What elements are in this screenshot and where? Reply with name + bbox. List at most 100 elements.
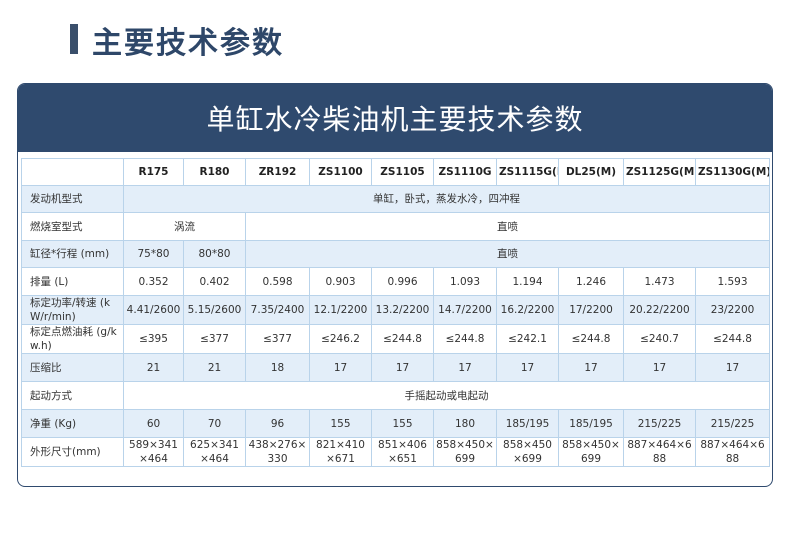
header-cell: R175: [123, 158, 184, 186]
table-cell: 17: [371, 353, 434, 382]
table-cell: 185/195: [496, 409, 559, 438]
table-cell: 155: [371, 409, 434, 438]
header-cell: ZS1130G(M): [695, 158, 770, 186]
table-cell: 17: [309, 353, 372, 382]
table-cell: ≤242.1: [496, 324, 559, 354]
row-label: 燃烧室型式: [21, 212, 124, 241]
row-label: 净重 (Kg): [21, 409, 124, 438]
table-cell: ≤246.2: [309, 324, 372, 354]
table-cell: ≤377: [245, 324, 310, 354]
header-cell: R180: [183, 158, 246, 186]
table-row-dimensions: 外形尺寸(mm) 589×341×464 625×341×464 438×276…: [21, 437, 770, 467]
table-cell: 215/225: [623, 409, 696, 438]
table-cell: 17: [496, 353, 559, 382]
table-cell: 14.7/2200: [433, 295, 497, 325]
header-cell: ZS1125G(M): [623, 158, 696, 186]
table-cell: 60: [123, 409, 184, 438]
table-cell: 17: [558, 353, 624, 382]
table-cell: 17: [433, 353, 497, 382]
table-row-combustion: 燃烧室型式 涡流 直喷: [21, 212, 770, 241]
table-cell: 直喷: [245, 212, 770, 241]
table-header-row: R175 R180 ZR192 ZS1100 ZS1105 ZS1110G ZS…: [21, 158, 770, 186]
table-cell: 16.2/2200: [496, 295, 559, 325]
table-cell: 18: [245, 353, 310, 382]
table-cell: 887×464×688: [623, 437, 696, 467]
table-cell: 0.598: [245, 267, 310, 296]
row-label: 排量 (L): [21, 267, 124, 296]
table-row-power: 标定功率/转速 (kW/r/min) 4.41/2600 5.15/2600 7…: [21, 295, 770, 325]
table-cell: 1.093: [433, 267, 497, 296]
table-row-fuel-consumption: 标定点燃油耗 (g/kw.h) ≤395 ≤377 ≤377 ≤246.2 ≤2…: [21, 324, 770, 354]
table-cell: 23/2200: [695, 295, 770, 325]
table-row-weight: 净重 (Kg) 60 70 96 155 155 180 185/195 185…: [21, 409, 770, 438]
row-label: 起动方式: [21, 381, 124, 410]
row-label: 发动机型式: [21, 185, 124, 213]
table-cell: 0.402: [183, 267, 246, 296]
table-cell: 4.41/2600: [123, 295, 184, 325]
table-cell: 1.194: [496, 267, 559, 296]
header-cell: ZR192: [245, 158, 310, 186]
table-cell: 858×450×699: [433, 437, 497, 467]
page-title: 主要技术参数: [92, 26, 284, 61]
header-cell: ZS1115G(M): [496, 158, 559, 186]
panel-title: 单缸水冷柴油机主要技术参数: [18, 84, 772, 152]
table-cell: 70: [183, 409, 246, 438]
table-cell: 155: [309, 409, 372, 438]
title-accent-bar: [70, 24, 78, 54]
table-row-start-method: 起动方式 手摇起动或电起动: [21, 381, 770, 410]
table-cell: 21: [123, 353, 184, 382]
table-cell: 5.15/2600: [183, 295, 246, 325]
row-label: 标定功率/转速 (kW/r/min): [21, 295, 124, 325]
table-cell: 17: [623, 353, 696, 382]
table-cell: 0.996: [371, 267, 434, 296]
row-label: 外形尺寸(mm): [21, 437, 124, 467]
header-cell: ZS1105: [371, 158, 434, 186]
table-row-compression: 压缩比 21 21 18 17 17 17 17 17 17 17: [21, 353, 770, 382]
table-cell: ≤244.8: [433, 324, 497, 354]
table-cell: 1.473: [623, 267, 696, 296]
spec-table: R175 R180 ZR192 ZS1100 ZS1105 ZS1110G ZS…: [21, 158, 770, 467]
table-cell: ≤377: [183, 324, 246, 354]
header-cell: DL25(M): [558, 158, 624, 186]
table-cell: 438×276×330: [245, 437, 310, 467]
table-row-bore-stroke: 缸径*行程 (mm) 75*80 80*80 直喷: [21, 240, 770, 268]
table-cell: 858×450×699: [496, 437, 559, 467]
table-cell: 185/195: [558, 409, 624, 438]
table-cell: 17: [695, 353, 770, 382]
table-cell: ≤244.8: [558, 324, 624, 354]
table-cell: 1.246: [558, 267, 624, 296]
table-row-displacement: 排量 (L) 0.352 0.402 0.598 0.903 0.996 1.0…: [21, 267, 770, 296]
table-cell: 13.2/2200: [371, 295, 434, 325]
table-cell: 887×464×688: [695, 437, 770, 467]
table-cell: 12.1/2200: [309, 295, 372, 325]
table-cell: ≤244.8: [371, 324, 434, 354]
header-cell: [21, 158, 124, 186]
spec-panel: 单缸水冷柴油机主要技术参数 R175 R180 ZR192 ZS1100 ZS1…: [17, 83, 773, 487]
table-cell: 215/225: [695, 409, 770, 438]
table-cell: 手摇起动或电起动: [123, 381, 770, 410]
table-cell: 0.352: [123, 267, 184, 296]
table-cell: 0.903: [309, 267, 372, 296]
table-cell: 直喷: [245, 240, 770, 268]
table-cell: 单缸，卧式，蒸发水冷，四冲程: [123, 185, 770, 213]
row-label: 压缩比: [21, 353, 124, 382]
table-cell: 75*80: [123, 240, 184, 268]
table-cell: ≤240.7: [623, 324, 696, 354]
table-cell: 180: [433, 409, 497, 438]
row-label: 缸径*行程 (mm): [21, 240, 124, 268]
table-cell: 1.593: [695, 267, 770, 296]
header-cell: ZS1110G: [433, 158, 497, 186]
table-cell: 80*80: [183, 240, 246, 268]
table-cell: 851×406×651: [371, 437, 434, 467]
table-cell: ≤244.8: [695, 324, 770, 354]
table-cell: 821×410×671: [309, 437, 372, 467]
table-cell: 589×341×464: [123, 437, 184, 467]
table-cell: 17/2200: [558, 295, 624, 325]
table-cell: 20.22/2200: [623, 295, 696, 325]
table-cell: 7.35/2400: [245, 295, 310, 325]
header-cell: ZS1100: [309, 158, 372, 186]
table-cell: 涡流: [123, 212, 246, 241]
table-cell: ≤395: [123, 324, 184, 354]
row-label: 标定点燃油耗 (g/kw.h): [21, 324, 124, 354]
table-cell: 625×341×464: [183, 437, 246, 467]
